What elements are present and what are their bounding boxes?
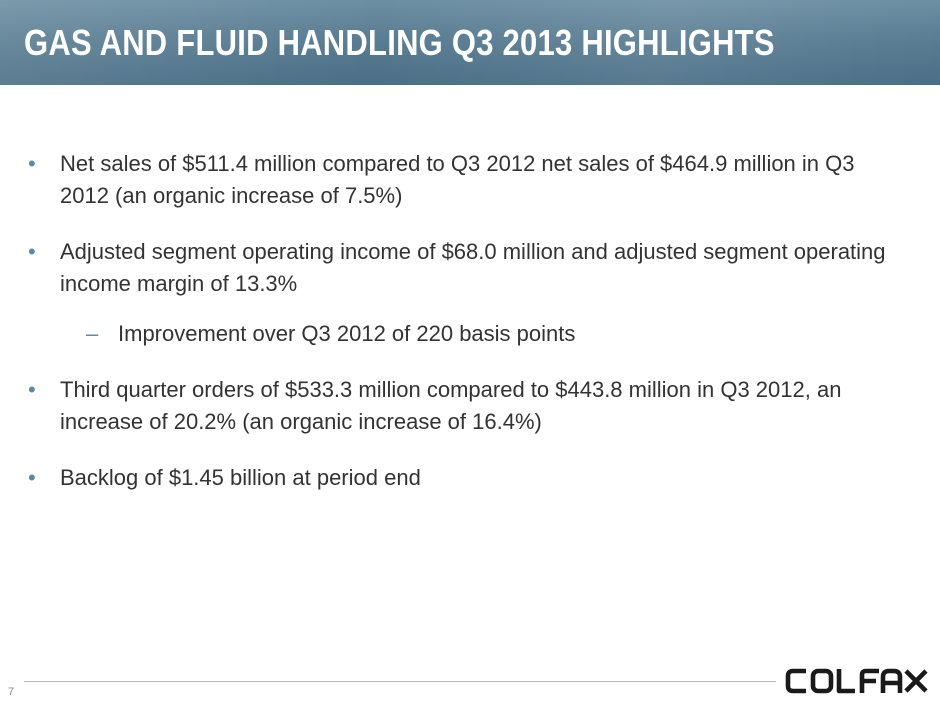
slide-title: GAS AND FLUID HANDLING Q3 2013 HIGHLIGHT… xyxy=(24,22,775,63)
title-bar: GAS AND FLUID HANDLING Q3 2013 HIGHLIGHT… xyxy=(0,0,940,85)
bullet-text: Backlog of $1.45 billion at period end xyxy=(60,465,421,490)
sub-bullet-marker: – xyxy=(86,321,99,346)
bullet-marker: • xyxy=(28,377,36,402)
bullet-backlog: • Backlog of $1.45 billion at period end xyxy=(28,462,908,494)
bullet-text: Third quarter orders of $533.3 million c… xyxy=(60,377,842,434)
colfax-logo xyxy=(785,668,928,694)
bullet-text: Net sales of $511.4 million compared to … xyxy=(60,151,855,208)
sub-bullet-improvement: – Improvement over Q3 2012 of 220 basis … xyxy=(28,318,908,350)
page-number: 7 xyxy=(8,686,15,698)
bullet-marker: • xyxy=(28,465,36,490)
sub-bullet-text: Improvement over Q3 2012 of 220 basis po… xyxy=(118,321,576,346)
bullet-marker: • xyxy=(28,239,36,264)
slide-body: • Net sales of $511.4 million compared t… xyxy=(28,148,908,518)
bullet-marker: • xyxy=(28,151,36,176)
bullet-operating-income: • Adjusted segment operating income of $… xyxy=(28,236,908,300)
footer-divider xyxy=(24,681,776,682)
bullet-orders: • Third quarter orders of $533.3 million… xyxy=(28,374,908,438)
bullet-net-sales: • Net sales of $511.4 million compared t… xyxy=(28,148,908,212)
title-bar-sheen xyxy=(0,0,940,85)
bullet-text: Adjusted segment operating income of $68… xyxy=(60,239,886,296)
